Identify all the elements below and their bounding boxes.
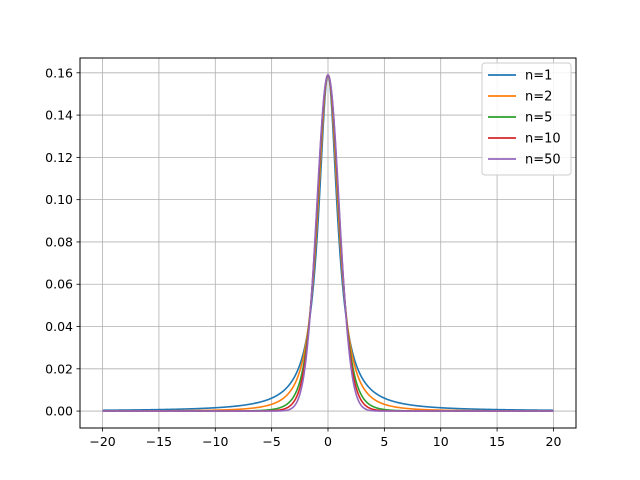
legend-label: n=50 <box>525 153 561 168</box>
x-tick-label: −10 <box>202 434 228 449</box>
x-tick-label: −5 <box>262 434 280 449</box>
legend-label: n=10 <box>525 132 561 147</box>
series-lines <box>102 73 554 412</box>
x-tick-label: 5 <box>380 434 388 449</box>
legend-box <box>481 62 572 176</box>
y-tick-label: 0.02 <box>45 361 73 376</box>
y-tick-label: 0.10 <box>45 192 73 207</box>
x-tick-label: −20 <box>89 434 115 449</box>
legend-label: n=2 <box>525 90 552 105</box>
y-tick-label: 0.12 <box>45 150 73 165</box>
x-tick-label: 10 <box>433 434 449 449</box>
series-line-n-50 <box>102 73 554 412</box>
x-axis: −20 −15 −10 −5 0 5 10 15 20 <box>89 428 561 449</box>
x-tick-label: −15 <box>146 434 172 449</box>
y-tick-label: 0.16 <box>45 65 73 80</box>
y-tick-label: 0.14 <box>45 108 73 123</box>
legend-label: n=5 <box>525 111 552 126</box>
y-tick-label: 0.08 <box>45 234 73 249</box>
legend: n=1 n=2 n=5 n=10 n=50 <box>481 62 572 176</box>
legend-label: n=1 <box>525 69 552 84</box>
x-tick-label: 20 <box>546 434 562 449</box>
y-tick-label: 0.06 <box>45 277 73 292</box>
y-tick-label: 0.00 <box>45 404 73 419</box>
y-axis: 0.00 0.02 0.04 0.06 0.08 0.10 0.12 0.14 0.16 <box>45 65 80 419</box>
x-tick-label: 0 <box>324 434 332 449</box>
y-tick-label: 0.04 <box>45 319 73 334</box>
x-tick-label: 15 <box>489 434 505 449</box>
